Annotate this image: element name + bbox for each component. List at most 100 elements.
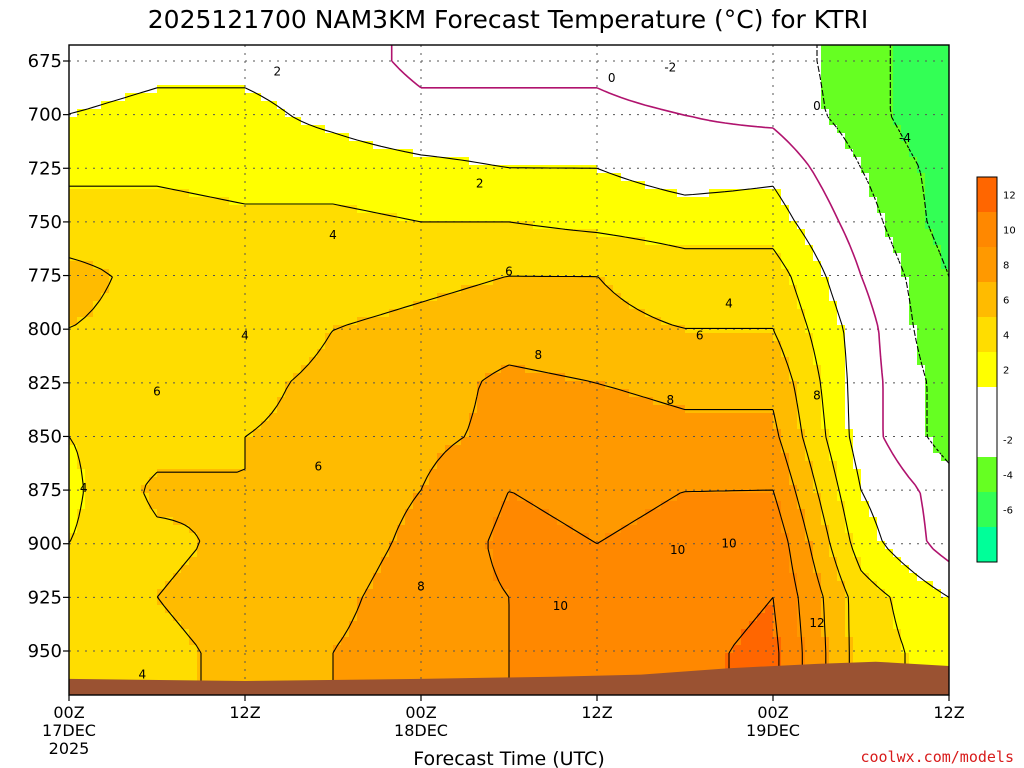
field-cell	[605, 205, 614, 214]
field-cell	[829, 389, 838, 398]
field-cell	[853, 237, 862, 246]
field-cell	[653, 189, 662, 198]
field-cell	[805, 117, 814, 126]
field-cell	[317, 389, 326, 398]
field-cell	[669, 229, 678, 238]
field-cell	[101, 301, 110, 310]
field-cell	[285, 325, 294, 334]
field-cell	[357, 85, 366, 94]
field-cell	[277, 109, 286, 118]
field-cell	[917, 173, 926, 182]
field-cell	[325, 309, 334, 318]
field-cell	[805, 85, 814, 94]
field-cell	[245, 253, 254, 262]
field-cell	[533, 237, 542, 246]
field-cell	[941, 245, 949, 254]
field-cell	[845, 157, 854, 166]
field-cell	[93, 85, 102, 94]
field-cell	[717, 197, 726, 206]
field-cell	[765, 165, 774, 174]
field-cell	[589, 381, 598, 390]
field-cell	[477, 45, 486, 54]
field-cell	[813, 389, 822, 398]
field-cell	[781, 101, 790, 110]
field-cell	[341, 197, 350, 206]
field-cell	[517, 389, 526, 398]
field-cell	[677, 349, 686, 358]
field-cell	[397, 109, 406, 118]
field-cell	[853, 309, 862, 318]
field-cell	[293, 189, 302, 198]
field-cell	[389, 229, 398, 238]
field-cell	[613, 69, 622, 78]
field-cell	[189, 109, 198, 118]
field-cell	[917, 325, 926, 334]
field-cell	[101, 397, 110, 406]
field-cell	[85, 269, 94, 278]
field-cell	[653, 229, 662, 238]
field-cell	[101, 277, 110, 286]
field-cell	[309, 309, 318, 318]
field-cell	[333, 261, 342, 270]
field-cell	[797, 293, 806, 302]
field-cell	[749, 325, 758, 334]
field-cell	[589, 85, 598, 94]
field-cell	[165, 125, 174, 134]
field-cell	[813, 109, 822, 118]
field-cell	[245, 381, 254, 390]
field-cell	[549, 237, 558, 246]
field-cell	[789, 173, 798, 182]
field-cell	[141, 349, 150, 358]
field-cell	[901, 133, 910, 142]
field-cell	[85, 317, 94, 326]
field-cell	[565, 365, 574, 374]
field-cell	[189, 45, 198, 54]
field-cell	[173, 253, 182, 262]
field-cell	[125, 341, 134, 350]
field-cell	[853, 133, 862, 142]
field-cell	[821, 213, 830, 222]
field-cell	[661, 165, 670, 174]
field-cell	[469, 237, 478, 246]
field-cell	[517, 53, 526, 62]
field-cell	[845, 301, 854, 310]
field-cell	[709, 389, 718, 398]
field-cell	[533, 85, 542, 94]
field-cell	[341, 309, 350, 318]
field-cell	[885, 93, 894, 102]
field-cell	[829, 325, 838, 334]
field-cell	[461, 269, 470, 278]
field-cell	[557, 261, 566, 270]
field-cell	[413, 85, 422, 94]
field-cell	[389, 381, 398, 390]
field-cell	[405, 357, 414, 366]
field-cell	[125, 101, 134, 110]
field-cell	[389, 253, 398, 262]
field-cell	[525, 61, 534, 70]
field-cell	[773, 261, 782, 270]
field-cell	[445, 101, 454, 110]
field-cell	[117, 373, 126, 382]
field-cell	[565, 389, 574, 398]
field-cell	[765, 109, 774, 118]
field-cell	[453, 301, 462, 310]
field-cell	[381, 53, 390, 62]
field-cell	[517, 245, 526, 254]
field-cell	[589, 309, 598, 318]
field-cell	[301, 373, 310, 382]
field-cell	[101, 309, 110, 318]
field-cell	[525, 253, 534, 262]
field-cell	[693, 133, 702, 142]
field-cell	[405, 85, 414, 94]
field-cell	[589, 101, 598, 110]
field-cell	[741, 277, 750, 286]
field-cell	[565, 285, 574, 294]
field-cell	[693, 149, 702, 158]
field-cell	[909, 189, 918, 198]
field-cell	[413, 285, 422, 294]
field-cell	[493, 269, 502, 278]
field-cell	[437, 173, 446, 182]
field-cell	[277, 301, 286, 310]
field-cell	[829, 165, 838, 174]
field-cell	[133, 117, 142, 126]
